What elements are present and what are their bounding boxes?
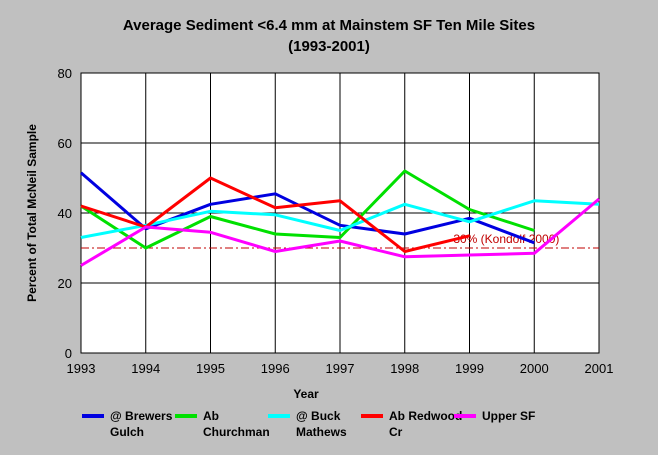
legend: @ Brewers Gulch Ab Churchman @ Buck Mathews Ab… [82, 409, 535, 439]
tick-labels: 0 20 40 60 80 1993 1994 1995 1996 1997 1998 1999 200… [58, 66, 614, 376]
y-tick-label: 20 [58, 276, 72, 291]
chart-title: Average Sediment <6.4 mm at Mainstem SF … [123, 17, 535, 34]
series-lines [80, 169, 600, 267]
y-tick-label: 0 [65, 346, 72, 361]
x-tick-label: 1996 [261, 361, 290, 376]
series-line [80, 199, 600, 239]
x-tick-label: 2001 [585, 361, 614, 376]
x-tick-label: 1995 [196, 361, 225, 376]
y-tick-label: 60 [58, 136, 72, 151]
series-line [80, 169, 535, 250]
y-axis-label: Percent of Total McNeil Sample [25, 124, 39, 302]
legend-label: Ab Redwood [389, 409, 462, 423]
legend-label: Cr [389, 425, 403, 439]
x-tick-label: 2000 [520, 361, 549, 376]
chart-subtitle: (1993-2001) [288, 38, 370, 55]
x-tick-label: 1998 [390, 361, 419, 376]
legend-label: Ab [203, 409, 219, 423]
legend-label: Upper SF [482, 409, 535, 423]
series-line [80, 197, 600, 267]
legend-label: Mathews [296, 425, 347, 439]
legend-label: @ Buck [296, 409, 341, 423]
grid [81, 73, 599, 353]
series-line [80, 171, 535, 245]
x-tick-label: 1993 [67, 361, 96, 376]
x-tick-label: 1999 [455, 361, 484, 376]
legend-label: @ Brewers [110, 409, 173, 423]
y-tick-label: 40 [58, 206, 72, 221]
x-tick-label: 1997 [326, 361, 355, 376]
y-tick-label: 80 [58, 66, 72, 81]
x-axis-label: Year [293, 387, 319, 401]
legend-label: Gulch [110, 425, 144, 439]
legend-label: Churchman [203, 425, 270, 439]
x-tick-label: 1994 [131, 361, 160, 376]
